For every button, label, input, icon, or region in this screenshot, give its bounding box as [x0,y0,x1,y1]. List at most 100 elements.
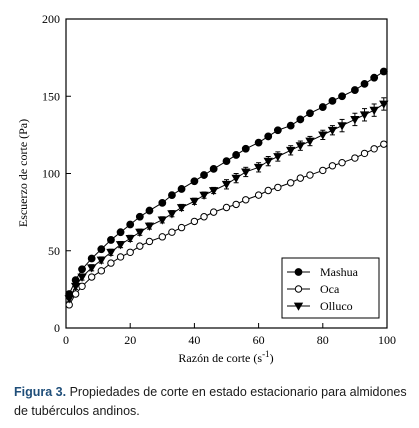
data-point [209,164,218,173]
data-point [306,171,314,179]
x-tick-label: 80 [317,333,329,347]
data-point [106,248,116,258]
data-point [264,186,272,195]
x-tick-label: 20 [124,333,136,347]
data-point [232,151,241,159]
legend-label: Olluco [320,299,353,313]
data-point [177,223,186,232]
data-point [231,174,241,183]
data-point [135,228,145,238]
y-tick-label: 0 [54,321,60,335]
data-point [369,106,379,115]
data-point [296,115,305,124]
series-olluco [64,97,389,304]
data-point [253,163,264,173]
data-point [209,208,218,216]
data-point [221,180,232,190]
data-point [360,149,369,158]
x-axis-label: Razón de corte (s-1) [178,349,273,365]
data-point [241,168,251,177]
data-point [189,197,200,207]
data-point [116,228,125,237]
data-point [254,191,263,199]
series-layer [64,67,389,309]
data-point [115,241,126,250]
data-point [87,254,96,263]
series-mashua [65,67,388,298]
data-point [126,248,134,256]
data-point [241,144,250,153]
data-point [208,187,219,196]
data-point [96,256,106,265]
data-point [337,122,347,131]
data-point [380,140,388,148]
data-point [78,282,86,290]
data-point [125,234,135,244]
data-point [199,191,209,200]
data-point [64,295,74,304]
data-point [158,233,167,241]
data-point [318,131,328,140]
data-point [360,79,369,88]
y-axis: 0 50 100 150 200 [42,12,71,335]
data-point [338,158,346,167]
data-point [77,273,87,282]
legend-marker [294,268,303,276]
figure-caption: Figura 3. Propiedades de corte en estado… [14,383,414,421]
legend: Mashua Oca Olluco [281,257,380,319]
data-point [338,92,346,101]
legend-item-olluco: Olluco [287,299,353,313]
data-point [327,126,338,136]
x-axis: 0 20 40 60 80 100 [63,323,396,347]
x-tick-label: 0 [63,333,69,347]
data-point [86,264,97,273]
data-point [379,100,389,109]
data-point [145,206,154,215]
data-point [87,273,96,281]
data-point [264,132,273,141]
data-point [97,245,106,254]
data-point [144,222,155,231]
legend-item-oca: Oca [287,282,340,296]
data-point [200,171,208,179]
data-point [107,259,115,267]
data-point [273,153,283,162]
data-point [71,290,80,298]
data-point [351,154,359,162]
data-point [232,200,240,209]
caption-text: Propiedades de corte en estado estaciona… [14,385,407,418]
data-point [273,126,282,135]
data-point [295,142,306,151]
data-point [190,177,199,186]
data-point [167,210,177,219]
data-point [319,166,327,175]
y-tick-label: 200 [42,12,60,26]
data-point [350,116,360,125]
data-point [254,138,263,147]
data-point [318,103,327,111]
x-tick-label: 100 [378,333,396,347]
series-oca [65,140,388,309]
data-point [286,121,295,130]
data-point [107,236,115,244]
data-point [359,111,370,120]
data-point [296,174,305,182]
data-point [97,267,106,275]
y-axis-label: Escuerzo de corte (Pa) [16,119,30,227]
legend-item-mashua: Mashua [287,265,359,279]
data-point [145,237,154,246]
data-point [222,157,231,166]
data-point [158,198,167,207]
data-point [70,282,81,292]
data-point [177,185,186,193]
data-point [328,96,337,105]
data-point [328,162,337,170]
data-point [116,253,125,261]
y-tick-label: 50 [48,244,60,258]
data-point [263,157,273,166]
data-point [157,216,167,225]
data-point [286,146,296,156]
legend-marker [293,302,304,311]
data-point [78,265,86,274]
data-point [287,179,295,187]
